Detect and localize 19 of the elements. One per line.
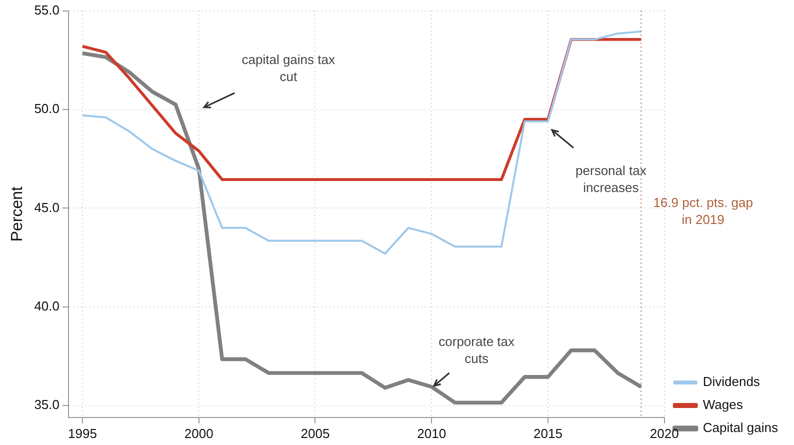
y-tick-label: 40.0	[34, 298, 60, 314]
annotation: personal tax increases	[574, 162, 648, 196]
y-tick-label: 55.0	[34, 2, 60, 18]
annotation: capital gains tax cut	[240, 51, 336, 85]
annotation: corporate tax cuts	[438, 332, 516, 367]
ref-line-label: 16.9 pct. pts. gap in 2019	[653, 194, 754, 228]
x-tick-label: 2000	[184, 426, 214, 441]
legend-label: Dividends	[702, 374, 760, 390]
x-tick-label: 2015	[534, 426, 562, 441]
x-tick-label: 2010	[417, 426, 446, 441]
y-tick-label: 45.0	[34, 200, 60, 215]
legend-label: Capital gains	[702, 420, 778, 436]
x-tick-label: 2020	[650, 426, 679, 441]
y-axis-title: Percent	[9, 186, 26, 242]
y-tick-label: 35.0	[34, 397, 60, 412]
x-tick-label: 2005	[300, 426, 330, 441]
x-tick-label: 1995	[68, 426, 97, 441]
legend-label: Wages	[702, 397, 744, 412]
y-tick-label: 50.0	[34, 101, 60, 116]
